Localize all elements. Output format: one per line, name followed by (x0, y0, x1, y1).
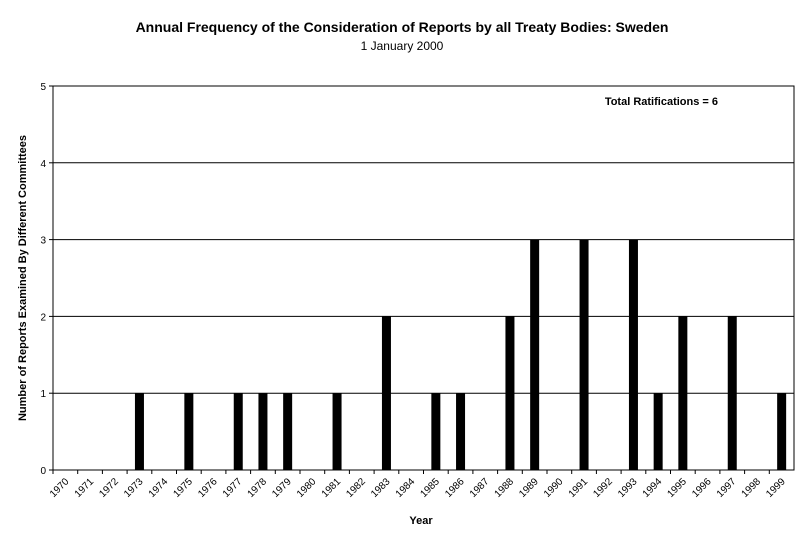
annotation-total-ratifications: Total Ratifications = 6 (605, 96, 718, 108)
y-tick-label: 0 (40, 466, 46, 477)
x-tick-label-1990: 1990 (542, 476, 566, 500)
x-tick-label-1986: 1986 (443, 476, 467, 500)
bars (134, 239, 787, 470)
x-tick-label-1981: 1981 (320, 476, 344, 500)
bar-1995 (678, 316, 688, 470)
bar-1999 (777, 393, 787, 470)
x-tick-label-1982: 1982 (344, 476, 368, 500)
x-tick-label-1988: 1988 (493, 476, 517, 500)
x-tick-label-1970: 1970 (48, 476, 72, 500)
x-tick-label-1991: 1991 (567, 476, 591, 500)
x-tick-label-1996: 1996 (690, 476, 714, 500)
x-tick-label-1997: 1997 (715, 476, 739, 500)
x-tick-label-1993: 1993 (616, 476, 640, 500)
y-tick-label: 1 (40, 389, 46, 400)
x-tick-label-1989: 1989 (517, 476, 541, 500)
bar-1979 (283, 393, 293, 470)
bar-1993 (628, 239, 638, 470)
x-tick-label-1994: 1994 (641, 476, 665, 500)
x-tick-label-1979: 1979 (270, 476, 294, 500)
bar-1981 (332, 393, 342, 470)
y-tick-label: 3 (40, 236, 46, 247)
chart-subtitle: 1 January 2000 (361, 39, 444, 53)
bar-1986 (456, 393, 466, 470)
x-tick-label-1976: 1976 (196, 476, 220, 500)
bar-1991 (579, 239, 589, 470)
x-tick-label-1985: 1985 (418, 476, 442, 500)
x-tick-label-1975: 1975 (171, 476, 195, 500)
x-tick-label-1980: 1980 (295, 476, 319, 500)
x-tick-label-1998: 1998 (740, 476, 764, 500)
bar-1997 (727, 316, 737, 470)
x-tick-label-1971: 1971 (73, 476, 97, 500)
bar-1989 (530, 239, 540, 470)
x-tick-label-1977: 1977 (221, 476, 245, 500)
x-tick-label-1974: 1974 (147, 476, 171, 500)
x-tick-label-1992: 1992 (591, 476, 615, 500)
y-axis-title: Number of Reports Examined By Different … (17, 135, 29, 421)
x-tick-label-1987: 1987 (468, 476, 492, 500)
bar-1977 (233, 393, 243, 470)
bar-1978 (258, 393, 268, 470)
y-tick-label: 5 (40, 82, 46, 93)
bar-1994 (653, 393, 663, 470)
x-tick-label-1973: 1973 (122, 476, 146, 500)
bar-1988 (505, 316, 515, 470)
x-tick-label-1978: 1978 (246, 476, 270, 500)
bar-1983 (381, 316, 391, 470)
y-tick-label: 2 (40, 312, 46, 323)
x-tick-label-1983: 1983 (369, 476, 393, 500)
y-tick-label: 4 (40, 159, 46, 170)
x-tick-label-1972: 1972 (97, 476, 121, 500)
x-tick-label-1984: 1984 (394, 476, 418, 500)
x-axis-ticks: 1970 1971 1972 1973 1974 1975 1976 1977 1978 1979… (48, 470, 788, 500)
grid-lines (53, 162, 794, 394)
bar-1985 (431, 393, 441, 470)
chart-title: Annual Frequency of the Consideration of… (136, 19, 669, 35)
y-axis-ticks: 0 1 2 3 4 5 (40, 82, 53, 477)
x-axis-title: Year (409, 515, 433, 527)
x-tick-label-1999: 1999 (764, 476, 788, 500)
bar-1973 (134, 393, 144, 470)
bar-1975 (184, 393, 194, 470)
x-tick-label-1995: 1995 (665, 476, 689, 500)
